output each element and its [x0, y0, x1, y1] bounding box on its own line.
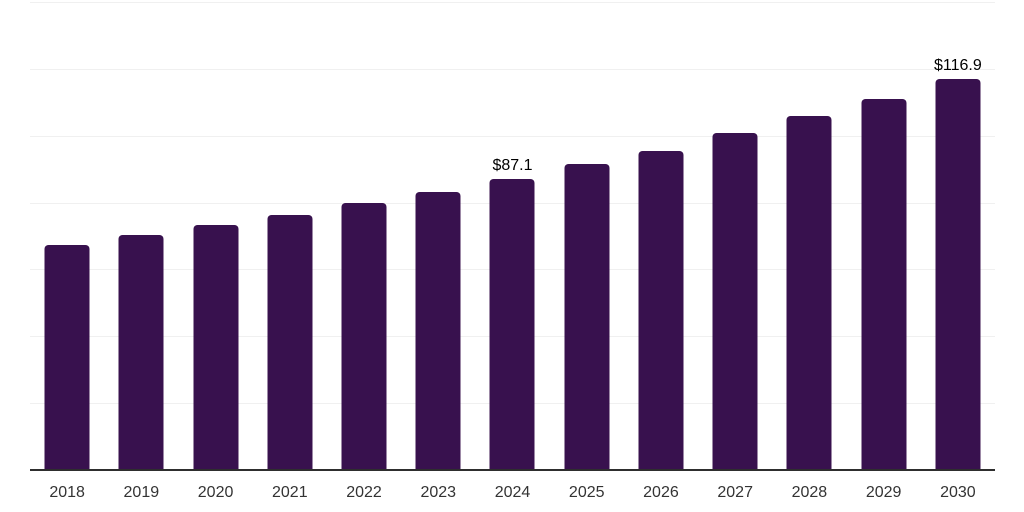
- bar-slot: [698, 2, 772, 470]
- x-tick-label-2020: 2020: [197, 484, 234, 501]
- bar-slot: [253, 2, 327, 470]
- bar-slot: [401, 2, 475, 470]
- bar-2021[interactable]: [267, 215, 313, 470]
- bar-2019[interactable]: [118, 235, 164, 470]
- gridline: [30, 68, 995, 70]
- plot-area: $87.1 $116.9: [30, 2, 995, 471]
- x-tick-label-2019: 2019: [123, 484, 160, 501]
- gridline: [30, 135, 995, 137]
- bar-slot: $116.9: [921, 2, 995, 470]
- gridline: [30, 2, 995, 3]
- bar-2030[interactable]: [935, 79, 981, 470]
- bar-2027[interactable]: [712, 133, 758, 470]
- bar-2026[interactable]: [638, 150, 684, 470]
- x-tick-label-2022: 2022: [346, 484, 382, 501]
- bar-2022[interactable]: [341, 202, 387, 470]
- x-tick-label-2027: 2027: [717, 484, 753, 501]
- bar-slot: $87.1: [475, 2, 549, 470]
- bar-slot: [327, 2, 401, 470]
- bar-slot: [847, 2, 921, 470]
- bar-2029[interactable]: [861, 98, 907, 470]
- x-tick-label-2025: 2025: [568, 484, 605, 501]
- x-axis-line: [30, 469, 995, 471]
- bar-2028[interactable]: [786, 116, 832, 470]
- data-label-2030: $116.9: [934, 57, 982, 75]
- bar-2020[interactable]: [193, 225, 239, 470]
- x-tick-label-2030: 2030: [940, 484, 976, 501]
- x-tick-label-2018: 2018: [49, 484, 85, 501]
- data-label-2024: $87.1: [492, 156, 533, 174]
- bar-slot: [178, 2, 252, 470]
- x-tick-label-2023: 2023: [420, 484, 457, 501]
- bar-2023[interactable]: [415, 191, 461, 470]
- x-tick-label-2026: 2026: [643, 484, 679, 501]
- x-tick-label-2021: 2021: [272, 484, 308, 501]
- bar-slot: [30, 2, 104, 470]
- x-tick-label-2029: 2029: [865, 484, 902, 501]
- x-axis-labels: 2018 2019 2020 2021 2022 2023 2024 2025 2026 2027…: [30, 484, 995, 504]
- bar-slot: [624, 2, 698, 470]
- bar-2024[interactable]: [489, 178, 535, 470]
- x-tick-label-2024: 2024: [494, 484, 531, 501]
- bar-2025[interactable]: [564, 164, 610, 470]
- bar-slot: [772, 2, 846, 470]
- bar-slot: [104, 2, 178, 470]
- bar-slot: [550, 2, 624, 470]
- x-tick-label-2028: 2028: [791, 484, 828, 501]
- bar-2018[interactable]: [44, 245, 90, 470]
